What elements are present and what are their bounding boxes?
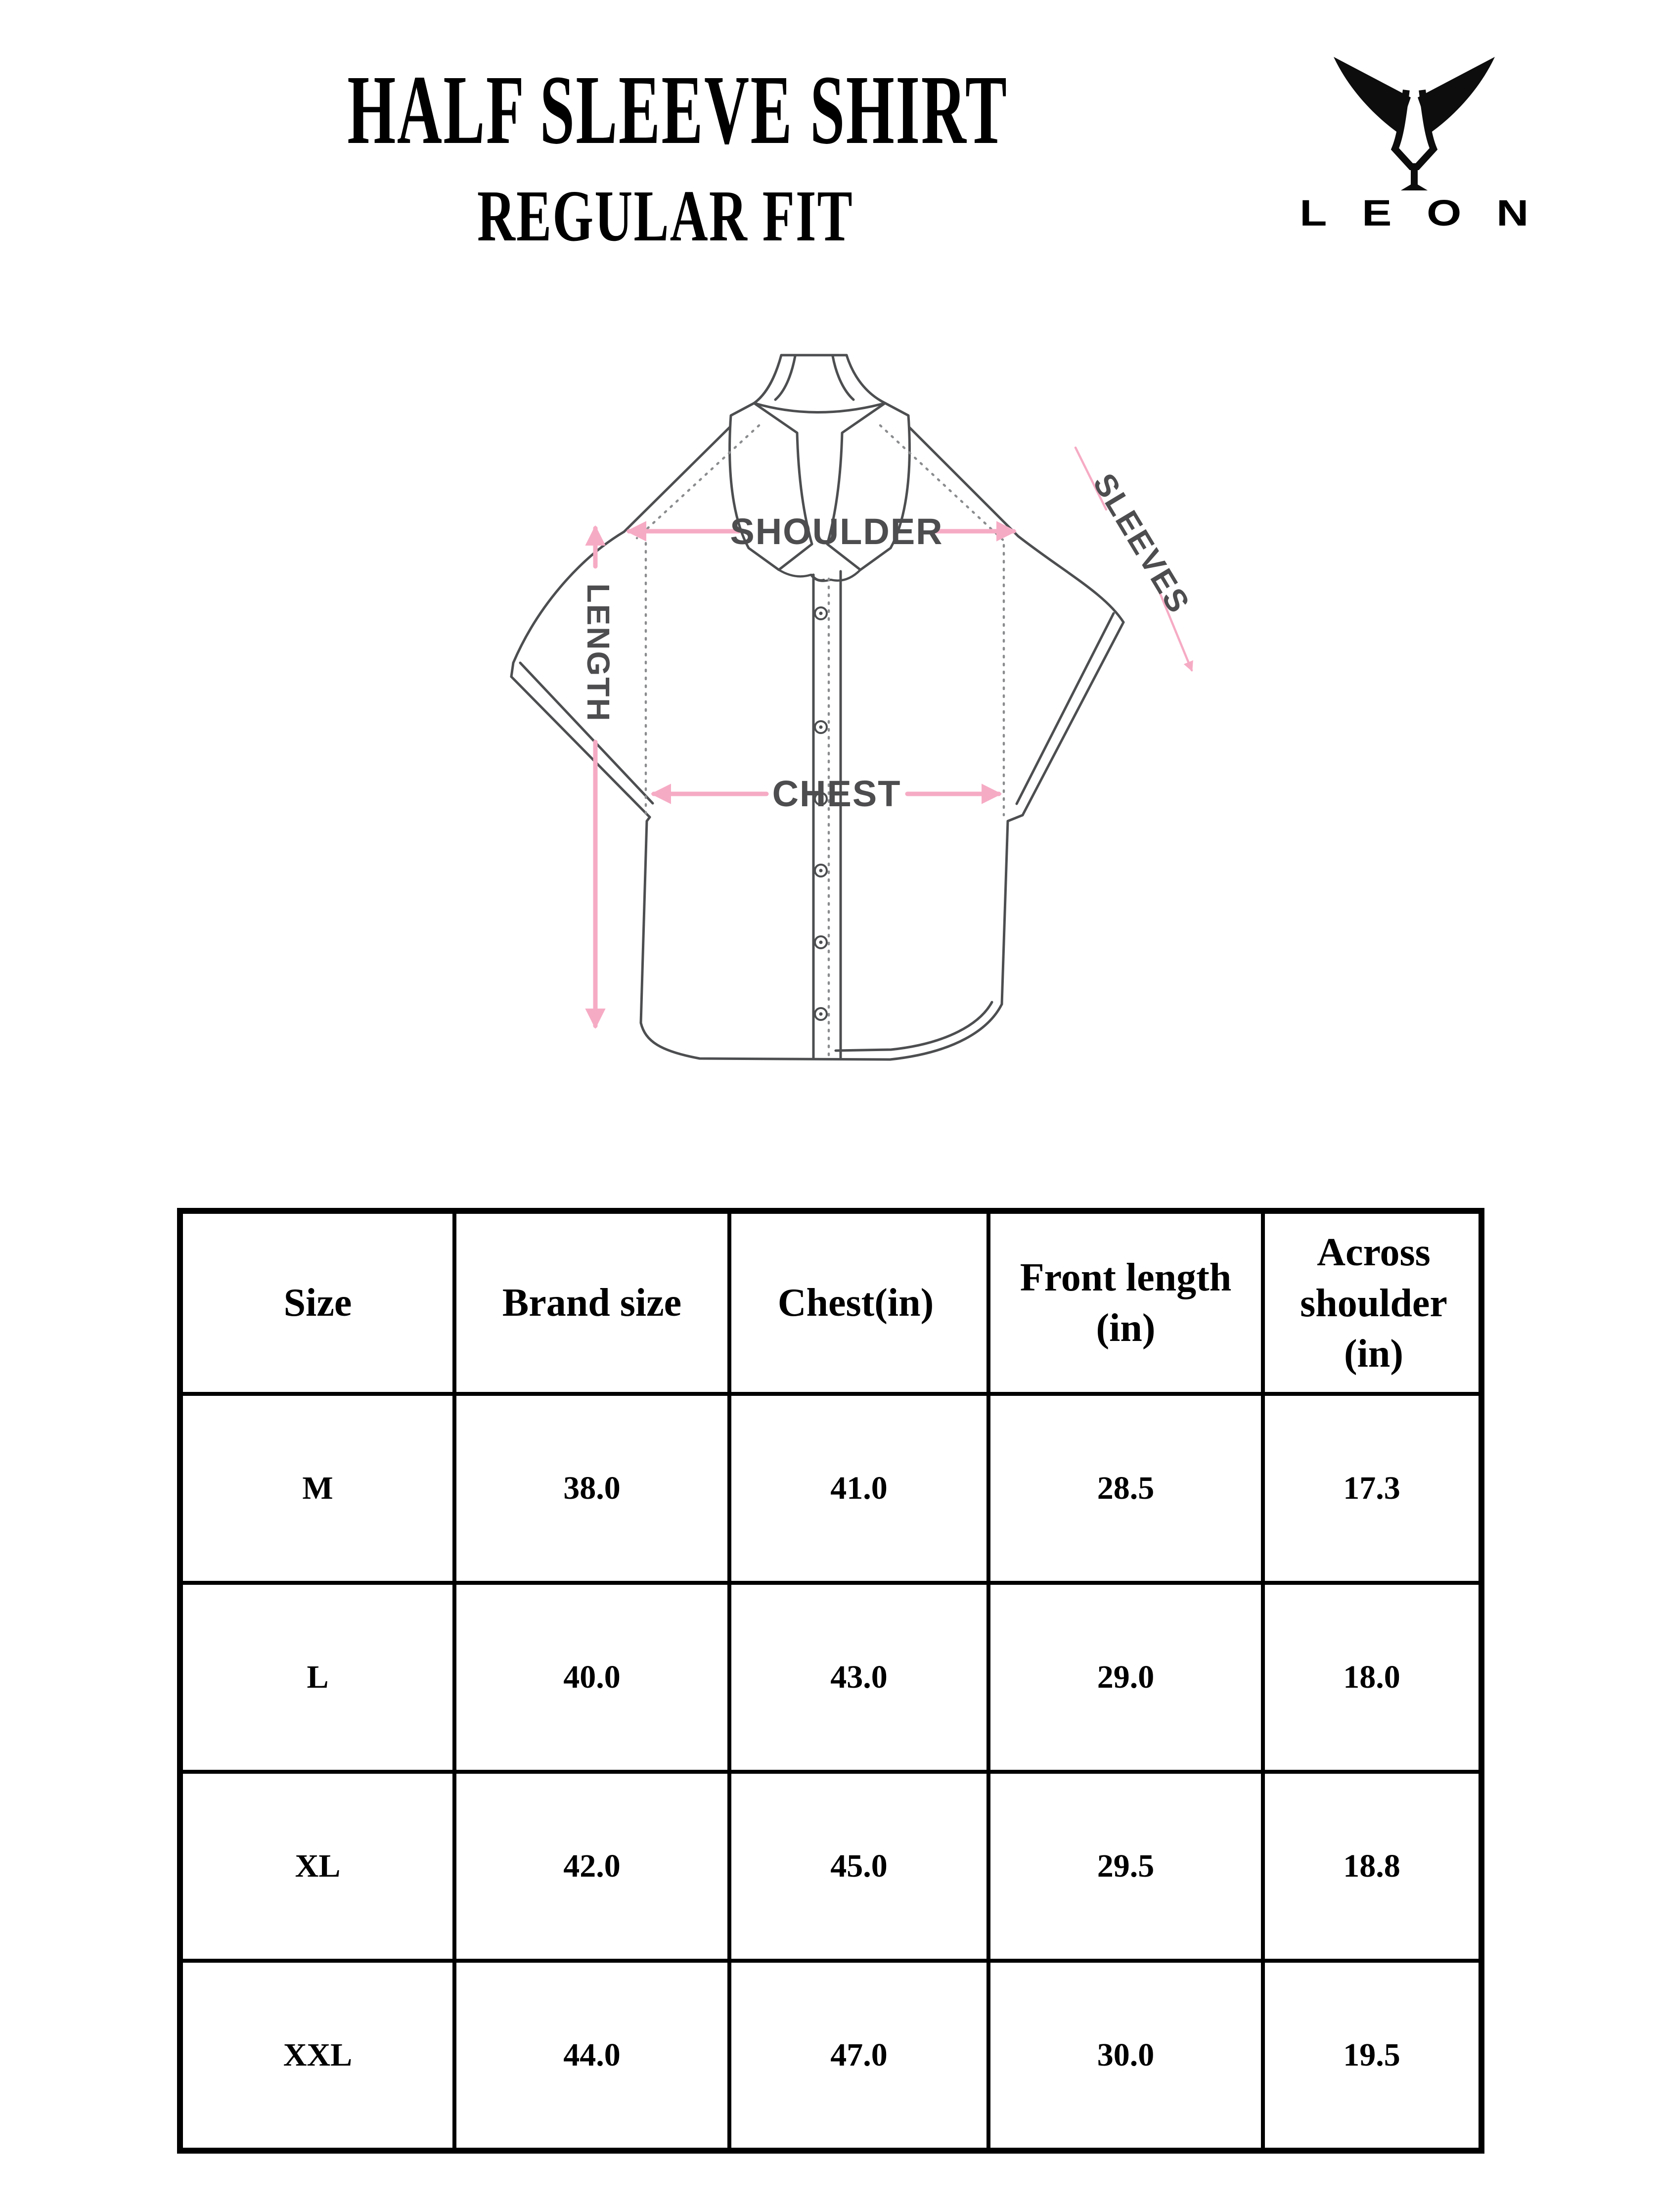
size-row-xxl: XXL 44.0 47.0 30.0 19.5 (178, 1959, 1483, 2153)
col-header-chest: Chest(in) (727, 1209, 990, 1396)
lion-whiskers (1400, 163, 1428, 190)
front-length-cell: 30.0 (986, 1959, 1265, 2153)
shirt-outline (510, 354, 1125, 1061)
front-length-cell: 29.0 (986, 1581, 1265, 1774)
size-chart-header-row: Size Brand size Chest(in) Front length (… (178, 1209, 1483, 1396)
sleeves-label: SLEEVES (1086, 467, 1198, 620)
chest-label: CHEST (772, 773, 901, 814)
size-cell: M (178, 1392, 456, 1585)
size-chart-table: Size Brand size Chest(in) Front length (… (177, 1208, 1484, 2154)
size-cell: L (178, 1581, 456, 1774)
size-row-l: L 40.0 43.0 29.0 18.0 (178, 1581, 1483, 1774)
brand-name: LEON (1300, 192, 1564, 233)
col-header-brand-size: Brand size (452, 1209, 731, 1396)
size-cell: XL (178, 1770, 456, 1963)
across-shoulder-cell: 18.8 (1261, 1770, 1483, 1963)
size-row-m: M 38.0 41.0 28.5 17.3 (178, 1392, 1483, 1585)
across-shoulder-cell: 19.5 (1261, 1959, 1483, 2153)
front-length-cell: 28.5 (986, 1392, 1265, 1585)
across-shoulder-cell: 18.0 (1261, 1581, 1483, 1774)
across-shoulder-cell: 17.3 (1261, 1392, 1483, 1585)
chest-cell: 47.0 (727, 1959, 990, 2153)
col-header-across-shoulder: Across shoulder (in) (1261, 1209, 1483, 1396)
brand-size-cell: 38.0 (452, 1392, 731, 1585)
page-subtitle-text: REGULAR FIT (477, 176, 853, 257)
leon-lion-logo-icon (1334, 57, 1495, 190)
sleeves-arrow-icon (1157, 587, 1193, 672)
chest-cell: 45.0 (727, 1770, 990, 1963)
chest-cell: 41.0 (727, 1392, 990, 1585)
size-row-xl: XL 42.0 45.0 29.5 18.8 (178, 1770, 1483, 1963)
shirt-seam-dotted-lines (635, 424, 1006, 1059)
shirt-measurement-diagram: SHOULDER CHEST LENGTH SLEEVES (510, 354, 1198, 1061)
shirt-buttons (814, 606, 828, 1021)
page-title-text: HALF SLEEVE SHIRT (347, 55, 1008, 165)
chest-cell: 43.0 (727, 1581, 990, 1774)
page-title: HALF SLEEVE SHIRT (0, 53, 1355, 167)
page-subtitle: REGULAR FIT (0, 174, 1330, 258)
col-header-size: Size (178, 1209, 456, 1396)
lion-right-ear (1418, 57, 1495, 133)
col-header-front-length: Front length (in) (986, 1209, 1265, 1396)
lion-left-ear (1334, 57, 1411, 133)
brand-size-cell: 44.0 (452, 1959, 731, 2153)
shoulder-label: SHOULDER (730, 511, 943, 552)
size-cell: XXL (178, 1959, 456, 2153)
brand-size-cell: 42.0 (452, 1770, 731, 1963)
length-label: LENGTH (581, 583, 616, 722)
brand-size-cell: 40.0 (452, 1581, 731, 1774)
measurement-arrows (585, 446, 1193, 1029)
sleeves-arrow-icon (1074, 446, 1108, 511)
brand-wordmark: LEON (1286, 192, 1543, 234)
front-length-cell: 29.5 (986, 1770, 1265, 1963)
